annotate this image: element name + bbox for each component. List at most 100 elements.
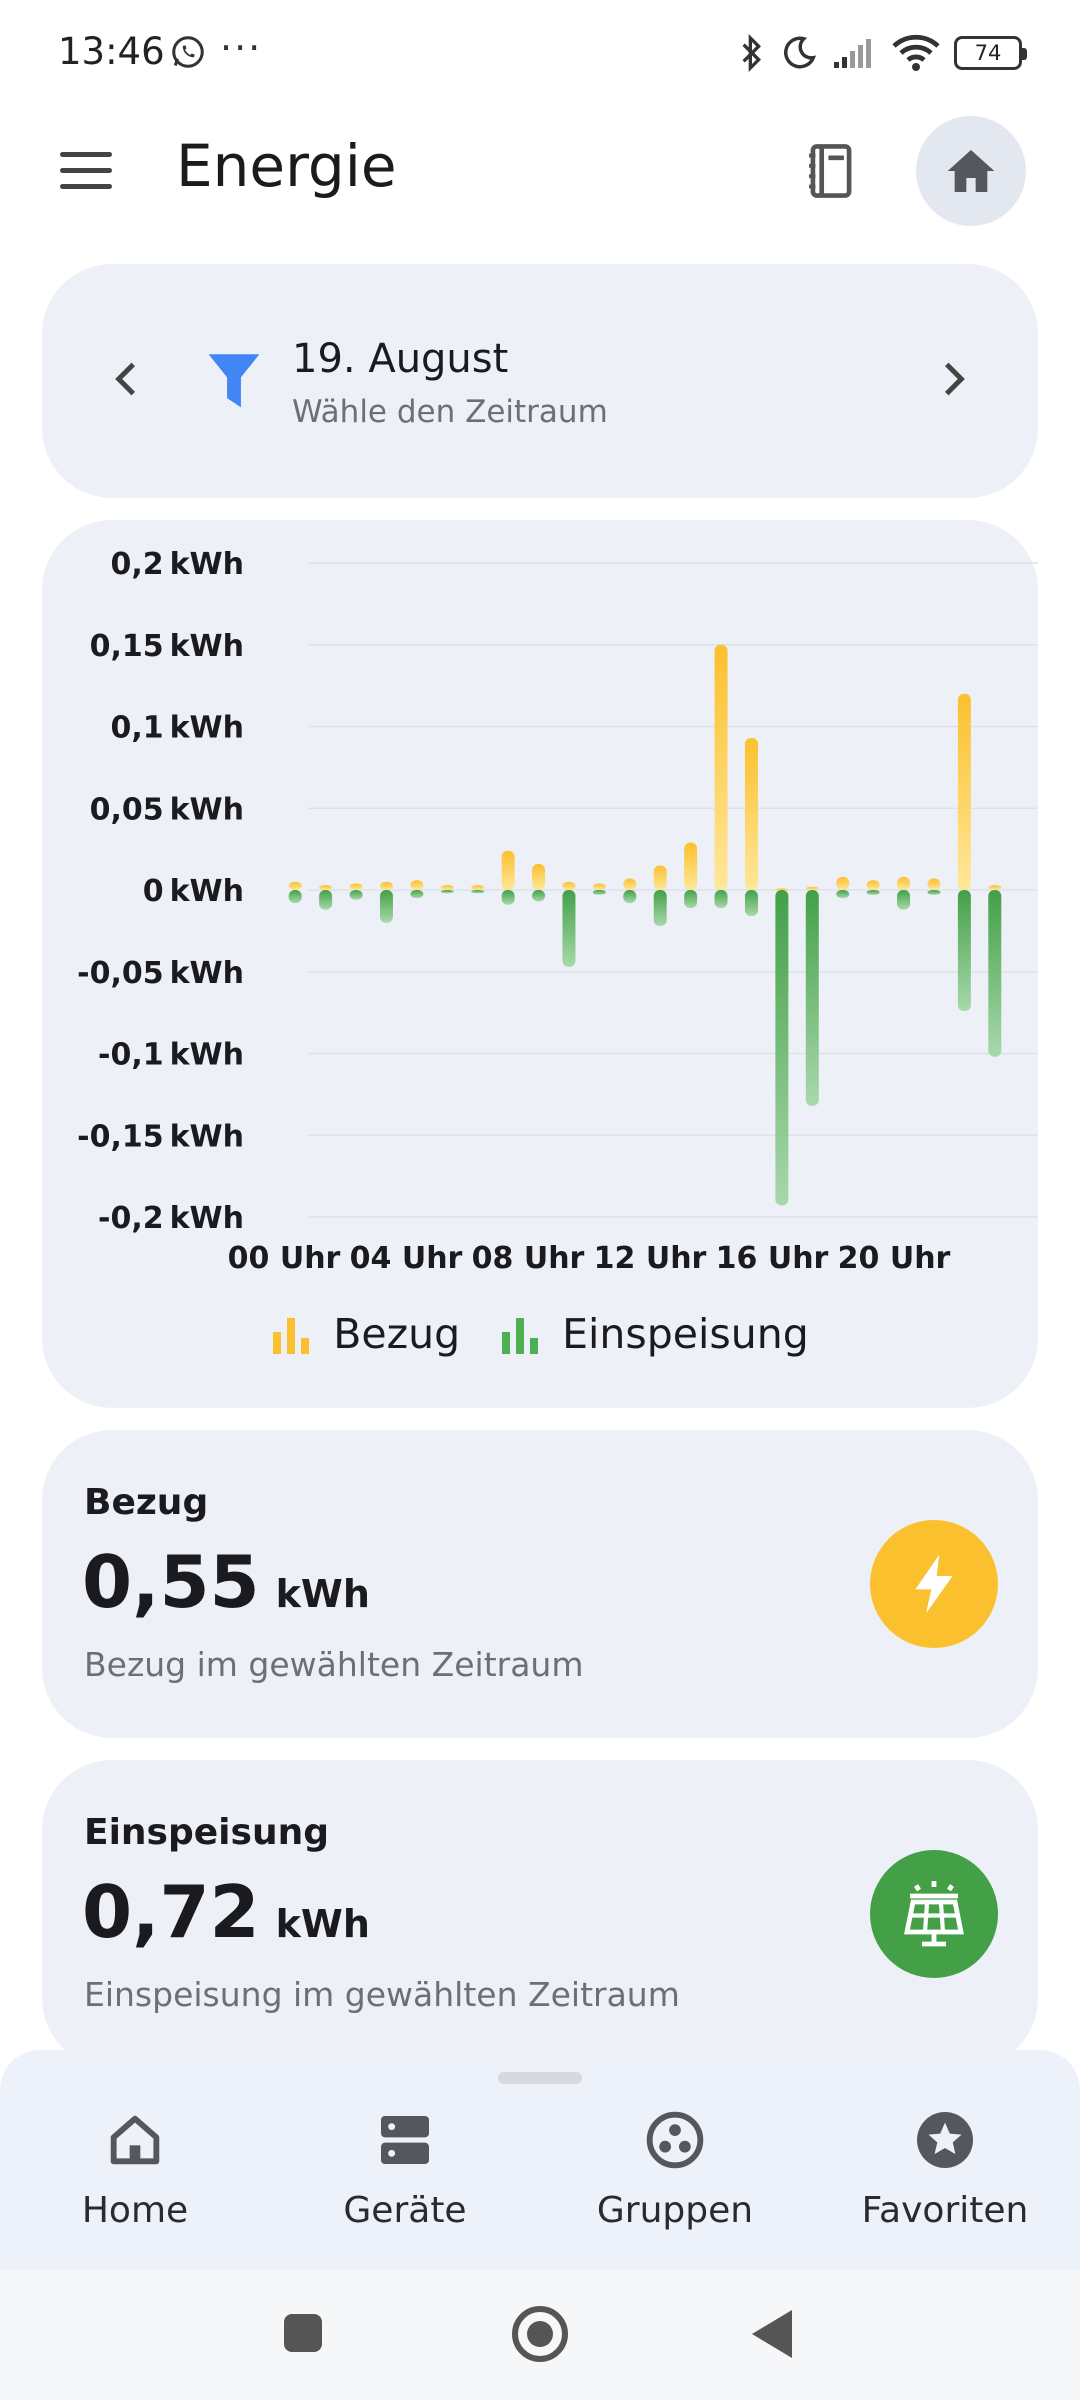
bezug-card[interactable]: Bezug 0,55 kWh Bezug im gewählten Zeitra… [42,1430,1038,1738]
chart-legend: Bezug Einspeisung [42,1310,1038,1358]
bar-einspeisung [744,890,758,917]
page-title: Energie [176,132,397,200]
bar-bezug [410,880,424,890]
x-tick-label: 12 Uhr [594,1241,707,1276]
bezug-unit: kWh [275,1572,370,1616]
einspeisung-unit: kWh [275,1902,370,1946]
nav-item-geraete[interactable]: Geräte [270,2090,540,2260]
energy-chart: 0,2 kWh 0,15 kWh 0,1 kWh 0,05 kWh 0 kWh -0,05… [77,547,1038,1276]
nav-item-home[interactable]: Home [0,2090,270,2260]
star-icon [917,2112,973,2168]
y-tick-label: 0,1 kWh [110,711,244,746]
home-button[interactable] [916,116,1026,226]
back-icon[interactable] [752,2310,792,2358]
status-time: 13:46 [58,30,165,73]
chevron-left-icon[interactable] [102,354,152,404]
bottom-navigation: Home Geräte Gruppen Favoriten [0,2050,1080,2270]
bar-einspeisung [866,890,880,895]
bar-bezug [714,644,728,890]
bar-bezug [897,876,911,890]
home-icon [947,150,995,192]
system-home-icon[interactable] [512,2306,568,2362]
bar-einspeisung [592,890,606,895]
book-icon[interactable] [800,140,862,202]
einspeisung-title: Einspeisung [84,1812,329,1853]
status-bar: 13:46 ··· 74 [0,0,1080,108]
bar-bezug [988,885,1002,890]
menu-icon[interactable] [60,152,112,192]
bar-bezug [532,863,546,890]
bar-bezug [927,878,941,890]
einspeisung-card[interactable]: Einspeisung 0,72 kWh Einspeisung im gewä… [42,1760,1038,2068]
y-tick-label: -0,2 kWh [98,1201,244,1236]
bar-bezug [836,876,850,890]
bezug-value: 0,55 [82,1540,260,1624]
bar-bezug [653,865,667,890]
bar-einspeisung [288,890,302,904]
bar-einspeisung [684,890,698,908]
nav-item-gruppen[interactable]: Gruppen [540,2090,810,2260]
selected-date[interactable]: 19. August [292,336,509,382]
legend-einspeisung[interactable]: Einspeisung [500,1310,809,1358]
nav-label-gruppen: Gruppen [596,2190,754,2231]
home-outline-icon [110,2115,160,2165]
bar-bezug [562,881,576,890]
legend-bezug[interactable]: Bezug [271,1310,460,1358]
bar-bezug [684,842,698,890]
bar-bezug [744,737,758,890]
bar-einspeisung [501,890,515,905]
nav-label-favoriten: Favoriten [861,2190,1029,2231]
bar-einspeisung [379,890,393,923]
x-tick-label: 00 Uhr [228,1241,341,1276]
bar-bezug [592,883,606,890]
bar-einspeisung [410,890,424,899]
einspeisung-value: 0,72 [82,1870,260,1954]
bar-einspeisung [775,890,789,1206]
lightning-icon [915,1554,953,1614]
wifi-icon [892,34,940,71]
bar-einspeisung [471,890,485,894]
date-selector-card: 19. August Wähle den Zeitraum [42,264,1038,498]
y-tick-label: -0,15 kWh [77,1119,244,1154]
bar-einspeisung [440,890,454,894]
date-subtitle: Wähle den Zeitraum [292,394,608,430]
y-tick-label: 0 kWh [143,874,244,909]
x-tick-label: 08 Uhr [472,1241,585,1276]
solar-panel-icon-badge [870,1850,998,1978]
bar-einspeisung [957,890,971,1011]
nav-label-home: Home [81,2190,189,2231]
x-tick-label: 04 Uhr [350,1241,463,1276]
bar-chart-yellow-icon [273,1318,310,1354]
einspeisung-subtitle: Einspeisung im gewählten Zeitraum [84,1975,680,2014]
bar-bezug [319,885,333,890]
bar-einspeisung [562,890,576,967]
filter-icon[interactable] [206,352,262,412]
x-tick-label: 16 Uhr [716,1241,829,1276]
battery-icon: 74 [954,36,1027,70]
drag-handle[interactable] [498,2072,582,2084]
bar-einspeisung [714,890,728,908]
groups-icon [646,2111,704,2169]
recent-apps-icon[interactable] [284,2314,322,2352]
bluetooth-icon [742,33,762,73]
bar-einspeisung [988,890,1002,1057]
legend-bezug-label: Bezug [333,1310,461,1358]
y-tick-label: 0,2 kWh [110,547,244,582]
bar-einspeisung [836,890,850,899]
battery-level: 74 [974,41,1002,65]
nav-label-geraete: Geräte [343,2190,467,2231]
energy-chart-card: 0,2 kWh 0,15 kWh 0,1 kWh 0,05 kWh 0 kWh -0,05… [42,520,1038,1408]
nav-item-favoriten[interactable]: Favoriten [810,2090,1080,2260]
y-tick-label: 0,15 kWh [90,629,244,664]
bar-einspeisung [805,890,819,1106]
bar-bezug [866,880,880,890]
lightning-icon-badge [870,1520,998,1648]
bar-einspeisung [927,890,941,895]
app-bar: Energie [0,110,1080,230]
bar-einspeisung [349,890,363,900]
bar-bezug [440,885,454,890]
chevron-right-icon[interactable] [928,354,978,404]
bar-bezug [623,878,637,890]
legend-einspeisung-label: Einspeisung [562,1310,809,1358]
system-navigation-bar [0,2270,1080,2400]
